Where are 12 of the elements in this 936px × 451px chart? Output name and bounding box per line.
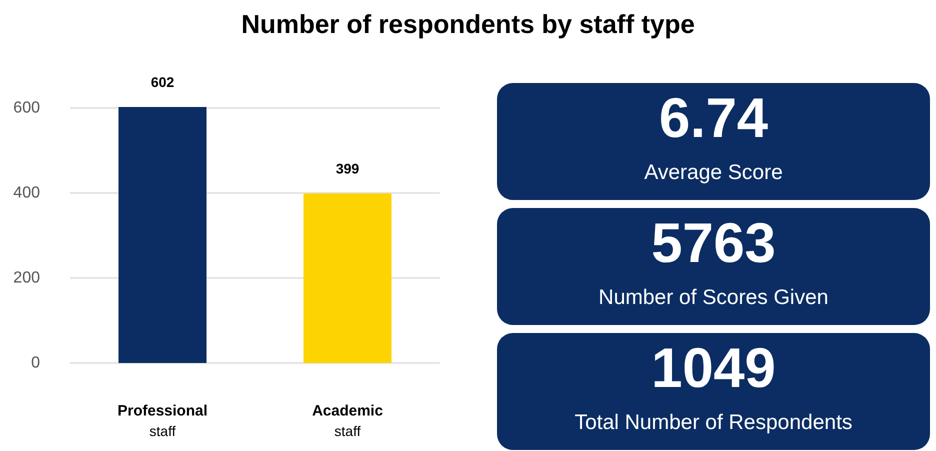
y-tick-label: 0	[31, 354, 40, 372]
y-tick-label: 400	[13, 184, 40, 202]
data-label: 602	[150, 74, 174, 90]
y-tick-label: 600	[13, 99, 40, 116]
data-label: 399	[336, 160, 360, 176]
chart-title: Number of respondents by staff type	[241, 9, 695, 39]
card: 5763 Number of Scores Given	[497, 208, 930, 325]
x-tick-label: Professional staff	[117, 402, 208, 439]
card: 1049 Total Number of Respondents	[497, 333, 930, 450]
card: 6.74 Average Score	[497, 83, 930, 200]
y-tick-label: 200	[13, 269, 40, 286]
x-tick-label: Academic staff	[312, 402, 383, 439]
